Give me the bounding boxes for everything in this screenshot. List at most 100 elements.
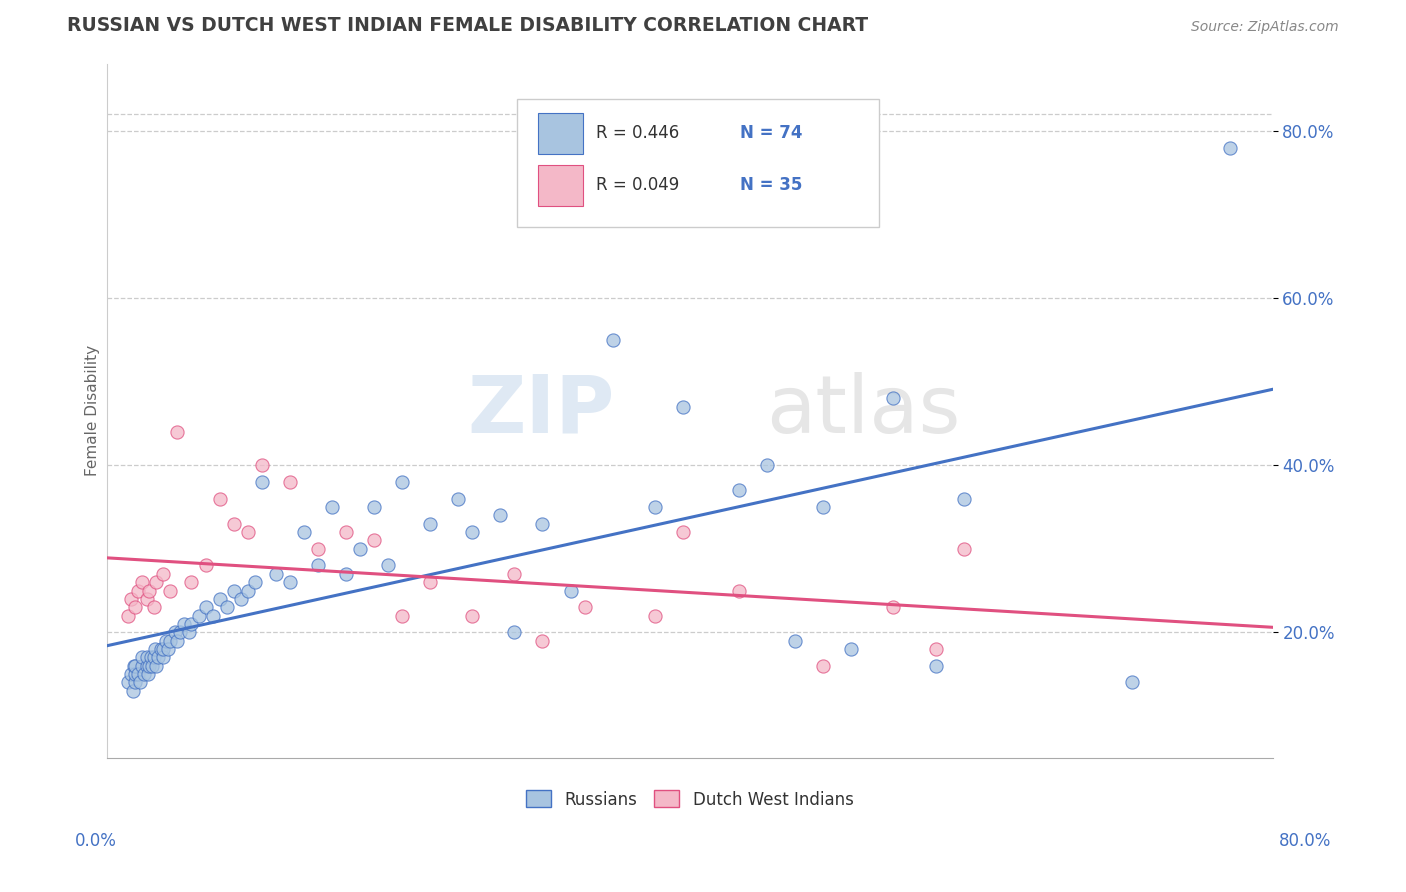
Point — [264, 566, 287, 581]
Point — [882, 600, 904, 615]
Point — [924, 658, 946, 673]
Point — [152, 566, 174, 581]
Point — [155, 633, 177, 648]
Point — [250, 475, 273, 489]
Point — [243, 575, 266, 590]
Text: R = 0.049: R = 0.049 — [596, 177, 679, 194]
Point — [180, 616, 202, 631]
Point — [461, 608, 484, 623]
Point — [952, 541, 974, 556]
Point — [222, 516, 245, 531]
Point — [124, 658, 146, 673]
Point — [180, 575, 202, 590]
Point — [194, 600, 217, 615]
Point — [131, 575, 153, 590]
Point — [120, 591, 142, 606]
Point — [149, 642, 172, 657]
Point — [363, 533, 385, 548]
Text: Source: ZipAtlas.com: Source: ZipAtlas.com — [1191, 21, 1339, 34]
Point — [419, 516, 441, 531]
Text: N = 35: N = 35 — [740, 177, 803, 194]
Text: RUSSIAN VS DUTCH WEST INDIAN FEMALE DISABILITY CORRELATION CHART: RUSSIAN VS DUTCH WEST INDIAN FEMALE DISA… — [67, 16, 869, 35]
Point — [135, 658, 157, 673]
Point — [236, 524, 259, 539]
Point — [124, 675, 146, 690]
Point — [728, 483, 751, 498]
Point — [194, 558, 217, 573]
Point — [503, 566, 526, 581]
Point — [391, 475, 413, 489]
Point — [145, 575, 167, 590]
Point — [122, 658, 145, 673]
Point — [813, 500, 835, 514]
Point — [307, 558, 329, 573]
Point — [159, 583, 181, 598]
Point — [531, 633, 554, 648]
Point — [163, 625, 186, 640]
Bar — [538, 165, 582, 206]
Point — [503, 625, 526, 640]
Point — [489, 508, 512, 523]
Y-axis label: Female Disability: Female Disability — [86, 345, 100, 476]
Point — [131, 650, 153, 665]
Point — [882, 392, 904, 406]
Point — [602, 333, 624, 347]
Point — [152, 642, 174, 657]
Point — [278, 575, 301, 590]
Point — [166, 633, 188, 648]
Point — [785, 633, 807, 648]
Point — [335, 524, 357, 539]
Point — [560, 583, 582, 598]
Point — [136, 667, 159, 681]
Text: 0.0%: 0.0% — [75, 831, 117, 849]
Point — [728, 583, 751, 598]
Legend: Russians, Dutch West Indians: Russians, Dutch West Indians — [520, 784, 860, 815]
Point — [419, 575, 441, 590]
Point — [349, 541, 371, 556]
Text: N = 74: N = 74 — [740, 124, 803, 142]
Point — [139, 650, 162, 665]
Point — [128, 675, 150, 690]
Point — [813, 658, 835, 673]
Point — [363, 500, 385, 514]
Point — [135, 591, 157, 606]
Point — [117, 608, 139, 623]
Point — [117, 675, 139, 690]
Point — [672, 524, 695, 539]
Point — [169, 625, 191, 640]
Point — [124, 667, 146, 681]
Point — [215, 600, 238, 615]
Point — [531, 516, 554, 531]
Point — [120, 667, 142, 681]
Point — [152, 650, 174, 665]
Point — [124, 600, 146, 615]
Point — [208, 591, 231, 606]
Point — [307, 541, 329, 556]
Point — [142, 650, 165, 665]
Point — [756, 458, 779, 472]
Point — [127, 583, 149, 598]
Point — [236, 583, 259, 598]
Point — [924, 642, 946, 657]
Text: 80.0%: 80.0% — [1278, 831, 1331, 849]
Bar — [538, 112, 582, 154]
Point — [447, 491, 470, 506]
Point — [377, 558, 399, 573]
Point — [177, 625, 200, 640]
Point — [1219, 140, 1241, 154]
Point — [321, 500, 343, 514]
Point — [952, 491, 974, 506]
Point — [335, 566, 357, 581]
Text: R = 0.446: R = 0.446 — [596, 124, 679, 142]
Point — [229, 591, 252, 606]
FancyBboxPatch shape — [517, 99, 879, 227]
Point — [156, 642, 179, 657]
Point — [145, 658, 167, 673]
Point — [292, 524, 315, 539]
Point — [1121, 675, 1143, 690]
Point — [672, 400, 695, 414]
Point — [250, 458, 273, 472]
Point — [187, 608, 209, 623]
Point — [574, 600, 596, 615]
Point — [166, 425, 188, 439]
